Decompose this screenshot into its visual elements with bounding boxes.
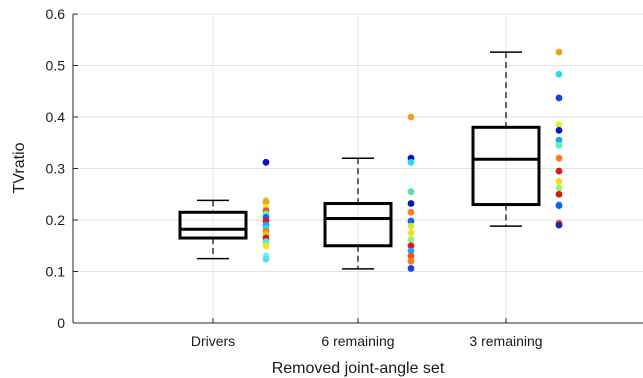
data-point bbox=[555, 190, 563, 198]
data-point bbox=[262, 242, 270, 250]
data-point bbox=[555, 177, 563, 185]
x-tick-label: Drivers bbox=[191, 333, 235, 349]
data-point bbox=[407, 188, 415, 196]
data-point bbox=[407, 229, 415, 237]
data-points bbox=[262, 48, 563, 272]
data-point bbox=[407, 247, 415, 255]
x-tick-label: 6 remaining bbox=[321, 333, 394, 349]
box bbox=[471, 125, 541, 207]
data-point bbox=[262, 158, 270, 166]
y-tick-label: 0.5 bbox=[46, 58, 66, 74]
data-point bbox=[262, 198, 270, 206]
data-point bbox=[555, 202, 563, 209]
y-tick-label: 0.3 bbox=[46, 161, 66, 177]
data-point bbox=[555, 121, 563, 129]
y-tick-label: 0 bbox=[57, 315, 65, 331]
data-point bbox=[407, 158, 415, 166]
data-point bbox=[555, 141, 563, 149]
data-point bbox=[407, 242, 415, 250]
data-point bbox=[407, 222, 415, 230]
box bbox=[323, 202, 393, 248]
data-point bbox=[555, 94, 563, 102]
grid bbox=[73, 13, 643, 324]
y-axis-title: TVratio bbox=[11, 142, 28, 193]
axes: 0 0.1 0.2 0.3 0.4 0.5 0.6 Drivers 6 remaining 3 r… bbox=[46, 6, 643, 349]
data-point bbox=[555, 70, 563, 78]
data-point bbox=[407, 236, 415, 243]
data-point bbox=[555, 167, 563, 175]
data-point bbox=[407, 257, 415, 265]
data-point bbox=[555, 136, 563, 144]
data-point bbox=[555, 48, 563, 56]
y-tick-label: 0.6 bbox=[46, 6, 66, 22]
y-tick-label: 0.2 bbox=[46, 212, 66, 228]
data-point bbox=[262, 255, 270, 263]
data-point bbox=[407, 200, 415, 207]
box-plots bbox=[178, 51, 541, 270]
data-point bbox=[555, 154, 563, 162]
data-point bbox=[555, 221, 563, 229]
y-tick-label: 0.1 bbox=[46, 264, 66, 280]
data-point bbox=[555, 184, 563, 192]
y-tick-label: 0.4 bbox=[46, 109, 66, 125]
x-axis-title: Removed joint-angle set bbox=[272, 360, 445, 377]
data-point bbox=[407, 265, 415, 272]
box bbox=[178, 210, 248, 240]
data-point bbox=[407, 252, 415, 260]
data-point bbox=[407, 208, 415, 216]
data-point bbox=[407, 217, 415, 225]
data-point bbox=[407, 113, 415, 121]
data-point bbox=[555, 126, 563, 134]
x-tick-label: 3 remaining bbox=[469, 333, 542, 349]
